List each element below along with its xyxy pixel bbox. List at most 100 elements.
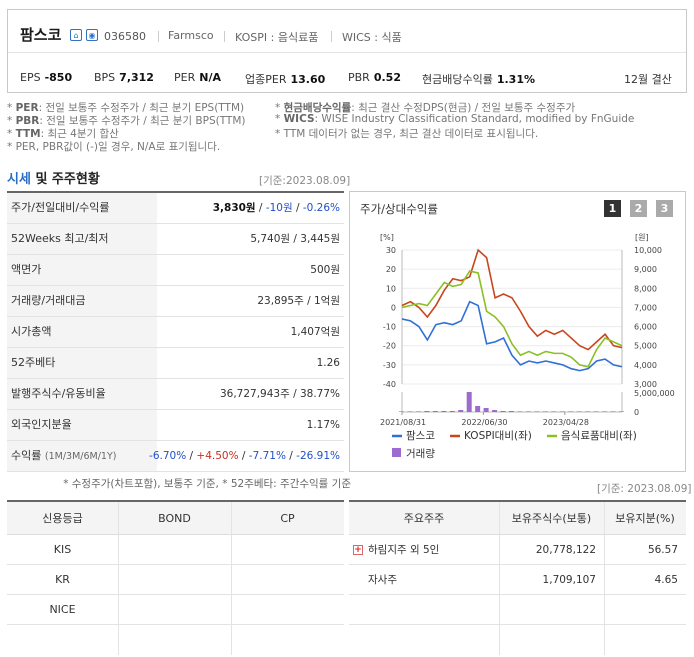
- major-holders-table: 주요주주 보유주식수(보통) 보유지분(%) + 하림지주 외 5인 20,77…: [349, 500, 686, 655]
- note-ttm: * TTM: 최근 4분기 합산: [7, 128, 119, 140]
- volume-bar: [407, 411, 413, 412]
- volume-tick-label: 5,000,000: [634, 389, 675, 398]
- table-row: 거래량/거래대금 23,895주 / 1억원: [7, 286, 344, 317]
- settlement-month: 12월 결산: [624, 73, 672, 86]
- price-chart: [%] [원] 30 20 10 0 -10 -20 -30 -40 10,000 9,000 8,00…: [380, 233, 675, 460]
- table-row: KR: [7, 565, 344, 595]
- chart-page-2[interactable]: 2: [630, 200, 647, 217]
- note-dividend: * 현금배당수익률: 최근 결산 수정DPS(현금) / 전일 보통주 수정주가: [275, 102, 576, 114]
- metric-eps: EPS -850: [20, 71, 73, 84]
- metric-bps: BPS 7,312: [94, 71, 154, 84]
- table-row: 수익률 (1M/3M/6M/1Y) -6.70% / +4.50% / -7.7…: [7, 441, 344, 472]
- table-header: 주요주주 보유주식수(보통) 보유지분(%): [349, 502, 686, 535]
- volume-bar: [517, 411, 523, 412]
- english-name: Farmsco: [168, 29, 214, 42]
- left-axis-unit: [%]: [380, 233, 394, 242]
- price-change: 3,830원 / -10원 / -0.26%: [212, 202, 340, 214]
- row-label: 주가/전일대비/수익률: [7, 193, 157, 223]
- expand-plus-icon[interactable]: +: [353, 545, 363, 555]
- volume-bar: [483, 408, 489, 412]
- right-tick-label: 9,000: [634, 265, 657, 274]
- chart-page-3[interactable]: 3: [656, 200, 673, 217]
- wics-sector: WICS : 식품: [342, 31, 402, 44]
- volume-bar: [525, 411, 531, 412]
- x-tick-label: 2021/08/31: [380, 418, 426, 427]
- volume-bar: [399, 411, 404, 412]
- left-tick-label: 30: [386, 246, 396, 255]
- market-sector: KOSPI : 음식료품: [235, 31, 319, 44]
- volume-bar: [500, 411, 506, 412]
- metric-per: PER N/A: [174, 71, 221, 84]
- note-ttm-missing: * TTM 데이터가 없는 경우, 최근 결산 데이터로 표시됩니다.: [275, 128, 539, 140]
- legend-label: 팜스코: [406, 430, 435, 442]
- volume-bar: [492, 410, 498, 412]
- table-row: 52주베타 1.26: [7, 348, 344, 379]
- right-tick-label: 4,000: [634, 361, 657, 370]
- note-na: * PER, PBR값이 (-)일 경우, N/A로 표기됩니다.: [7, 141, 221, 153]
- chart-title: 주가/상대수익률: [360, 202, 438, 216]
- price-chart-panel: 주가/상대수익률 1 2 3 [%] [원] 30 20 10 0 -10 -20 -30 -40…: [349, 191, 686, 472]
- table-row: [349, 595, 686, 625]
- market-footnote: * 수정주가(차트포함), 보통주 기준, * 52주베타: 주간수익률 기준: [63, 478, 351, 490]
- volume-bar: [441, 411, 447, 412]
- volume-bar: [559, 411, 565, 412]
- right-axis-unit: [원]: [635, 233, 649, 242]
- company-header: 팜스코 ⌂ ◉ 036580 Farmsco KOSPI : 음식료품 WICS…: [7, 9, 687, 93]
- market-date: [기준:2023.08.09]: [259, 175, 351, 187]
- note-per: * PER: 전일 보통주 수정주가 / 최근 분기 EPS(TTM): [7, 102, 245, 114]
- table-row: 외국인지분율 1.17%: [7, 410, 344, 441]
- metric-pbr: PBR 0.52: [348, 71, 401, 84]
- note-pbr: * PBR: 전일 보통주 수정주가 / 최근 분기 BPS(TTM): [7, 115, 246, 127]
- volume-bar: [551, 411, 557, 412]
- volume-bar: [602, 411, 608, 412]
- right-tick-label: 3,000: [634, 380, 657, 389]
- left-tick-label: -30: [383, 361, 396, 370]
- table-row: 시가총액 1,407억원: [7, 317, 344, 348]
- right-tick-label: 5,000: [634, 342, 657, 351]
- volume-bar: [593, 411, 599, 412]
- left-tick-label: 0: [391, 303, 396, 312]
- note-wics: * WICS: WISE Industry Classification Sta…: [275, 113, 635, 125]
- holder-name[interactable]: 하림지주 외 5인: [368, 544, 440, 556]
- market-section-title: 시세 및 주주현황: [7, 172, 100, 187]
- table-row: 주가/전일대비/수익률 3,830원 / -10원 / -0.26%: [7, 193, 344, 224]
- table-row: 52Weeks 최고/최저 5,740원 / 3,445원: [7, 224, 344, 255]
- right-tick-label: 7,000: [634, 303, 657, 312]
- volume-bar: [449, 411, 455, 412]
- chart-page-1[interactable]: 1: [604, 200, 621, 217]
- volume-bar: [475, 406, 481, 412]
- volume-bar: [585, 411, 591, 412]
- company-name: 팜스코: [20, 26, 62, 44]
- stock-code: 036580: [104, 30, 146, 43]
- volume-tick-label: 0: [634, 408, 639, 417]
- series-line-sector: [401, 270, 623, 368]
- metric-dividend-yield: 현금배당수익률 1.31%: [422, 73, 536, 86]
- volume-bar: [432, 411, 438, 412]
- series-line-kospi: [401, 248, 623, 351]
- volume-bar: [610, 411, 616, 412]
- right-tick-label: 6,000: [634, 323, 657, 332]
- credit-rating-table: 신용등급 BOND CP KIS KR NICE: [7, 500, 344, 655]
- series-line-price: [401, 300, 623, 372]
- market-table: 주가/전일대비/수익률 3,830원 / -10원 / -0.26% 52Wee…: [7, 191, 344, 472]
- table-row: 자사주 1,709,107 4.65: [349, 565, 686, 595]
- table-row: + 하림지주 외 5인 20,778,122 56.57: [349, 535, 686, 565]
- left-tick-label: -40: [383, 380, 396, 389]
- left-tick-label: -20: [383, 342, 396, 351]
- legend-label: 거래량: [406, 448, 435, 460]
- volume-bar: [568, 411, 574, 412]
- home-icon[interactable]: ⌂: [70, 29, 82, 41]
- legend-label: KOSPI대비(좌): [464, 430, 532, 442]
- volume-bar: [466, 392, 472, 412]
- left-tick-label: -10: [383, 323, 396, 332]
- report-icon[interactable]: ◉: [86, 29, 98, 41]
- volume-bar: [458, 410, 464, 412]
- right-tick-label: 10,000: [634, 246, 662, 255]
- volume-bar: [576, 411, 582, 412]
- volume-bar: [542, 411, 548, 412]
- returns-values: -6.70% / +4.50% / -7.71% / -26.91%: [149, 450, 340, 462]
- holder-name: 자사주: [368, 574, 397, 586]
- x-tick-label: 2023/04/28: [543, 418, 589, 427]
- holders-date: [기준: 2023.08.09]: [597, 483, 692, 495]
- volume-bar: [424, 411, 430, 412]
